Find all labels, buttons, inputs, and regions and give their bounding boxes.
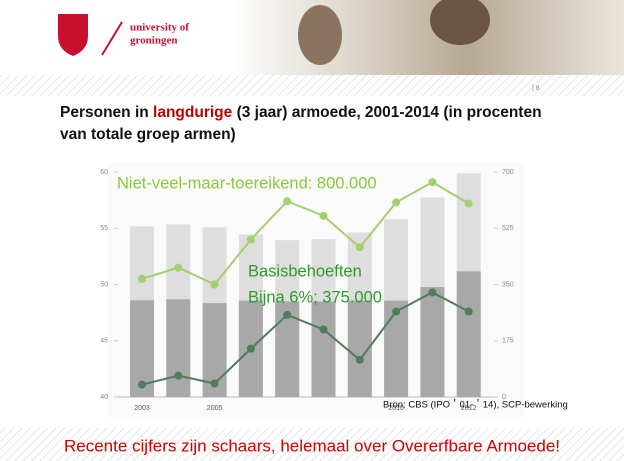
point [356,243,364,251]
point [174,372,182,380]
y-tick-label: 45 [100,338,108,345]
bar [166,299,190,397]
source: Bron: CBS (IPO＇01-＇14), SCP-bewerking [383,399,568,411]
annotation: Niet-veel-maar-toereikend: 800.000 [117,174,377,192]
page-number: | 8 [532,85,540,92]
point [211,380,219,388]
y-tick-label: 60 [100,169,108,176]
logo-area [0,0,230,75]
bar [420,287,444,397]
point [283,197,291,205]
point [465,200,473,208]
title-highlight: langdurige [153,104,232,121]
point [138,275,146,283]
y2-tick-label: 350 [502,281,514,288]
point [356,356,364,364]
x-tick-label: 2005 [207,405,223,412]
x-tick-label: 2003 [134,405,150,412]
annotation: Basisbehoeften [248,262,362,280]
y2-tick-label: 525 [502,225,514,232]
point [392,308,400,316]
point [465,308,473,316]
point [247,236,255,244]
y-tick-label: 50 [100,281,108,288]
point [283,311,291,319]
point [428,178,436,186]
point [174,264,182,272]
point [138,381,146,389]
title-part: Personen in [60,104,153,121]
chart-title: Personen in langdurige (3 jaar) armoede,… [60,102,560,146]
point [211,281,219,289]
photo-figure [298,5,342,65]
bar [457,271,481,397]
slide: university of groningen | 8 Recente cijf… [0,0,624,461]
y2-tick-label: 700 [502,169,514,176]
point [392,198,400,206]
logo-text: university of [130,22,189,34]
y-tick-label: 55 [100,225,108,232]
annotation: Bijna 6%; 375.000 [248,288,382,306]
logo-text: groningen [130,35,177,47]
point [428,288,436,296]
point [320,212,328,220]
bar [312,302,336,397]
footer-text: Recente cijfers zijn schaars, helemaal o… [64,436,560,455]
y-tick-label: 40 [100,394,108,401]
point [320,326,328,334]
header-photo [230,0,624,75]
slide-canvas: university of groningen | 8 Recente cijf… [0,0,624,461]
y2-tick-label: 175 [502,338,514,345]
point [247,345,255,353]
